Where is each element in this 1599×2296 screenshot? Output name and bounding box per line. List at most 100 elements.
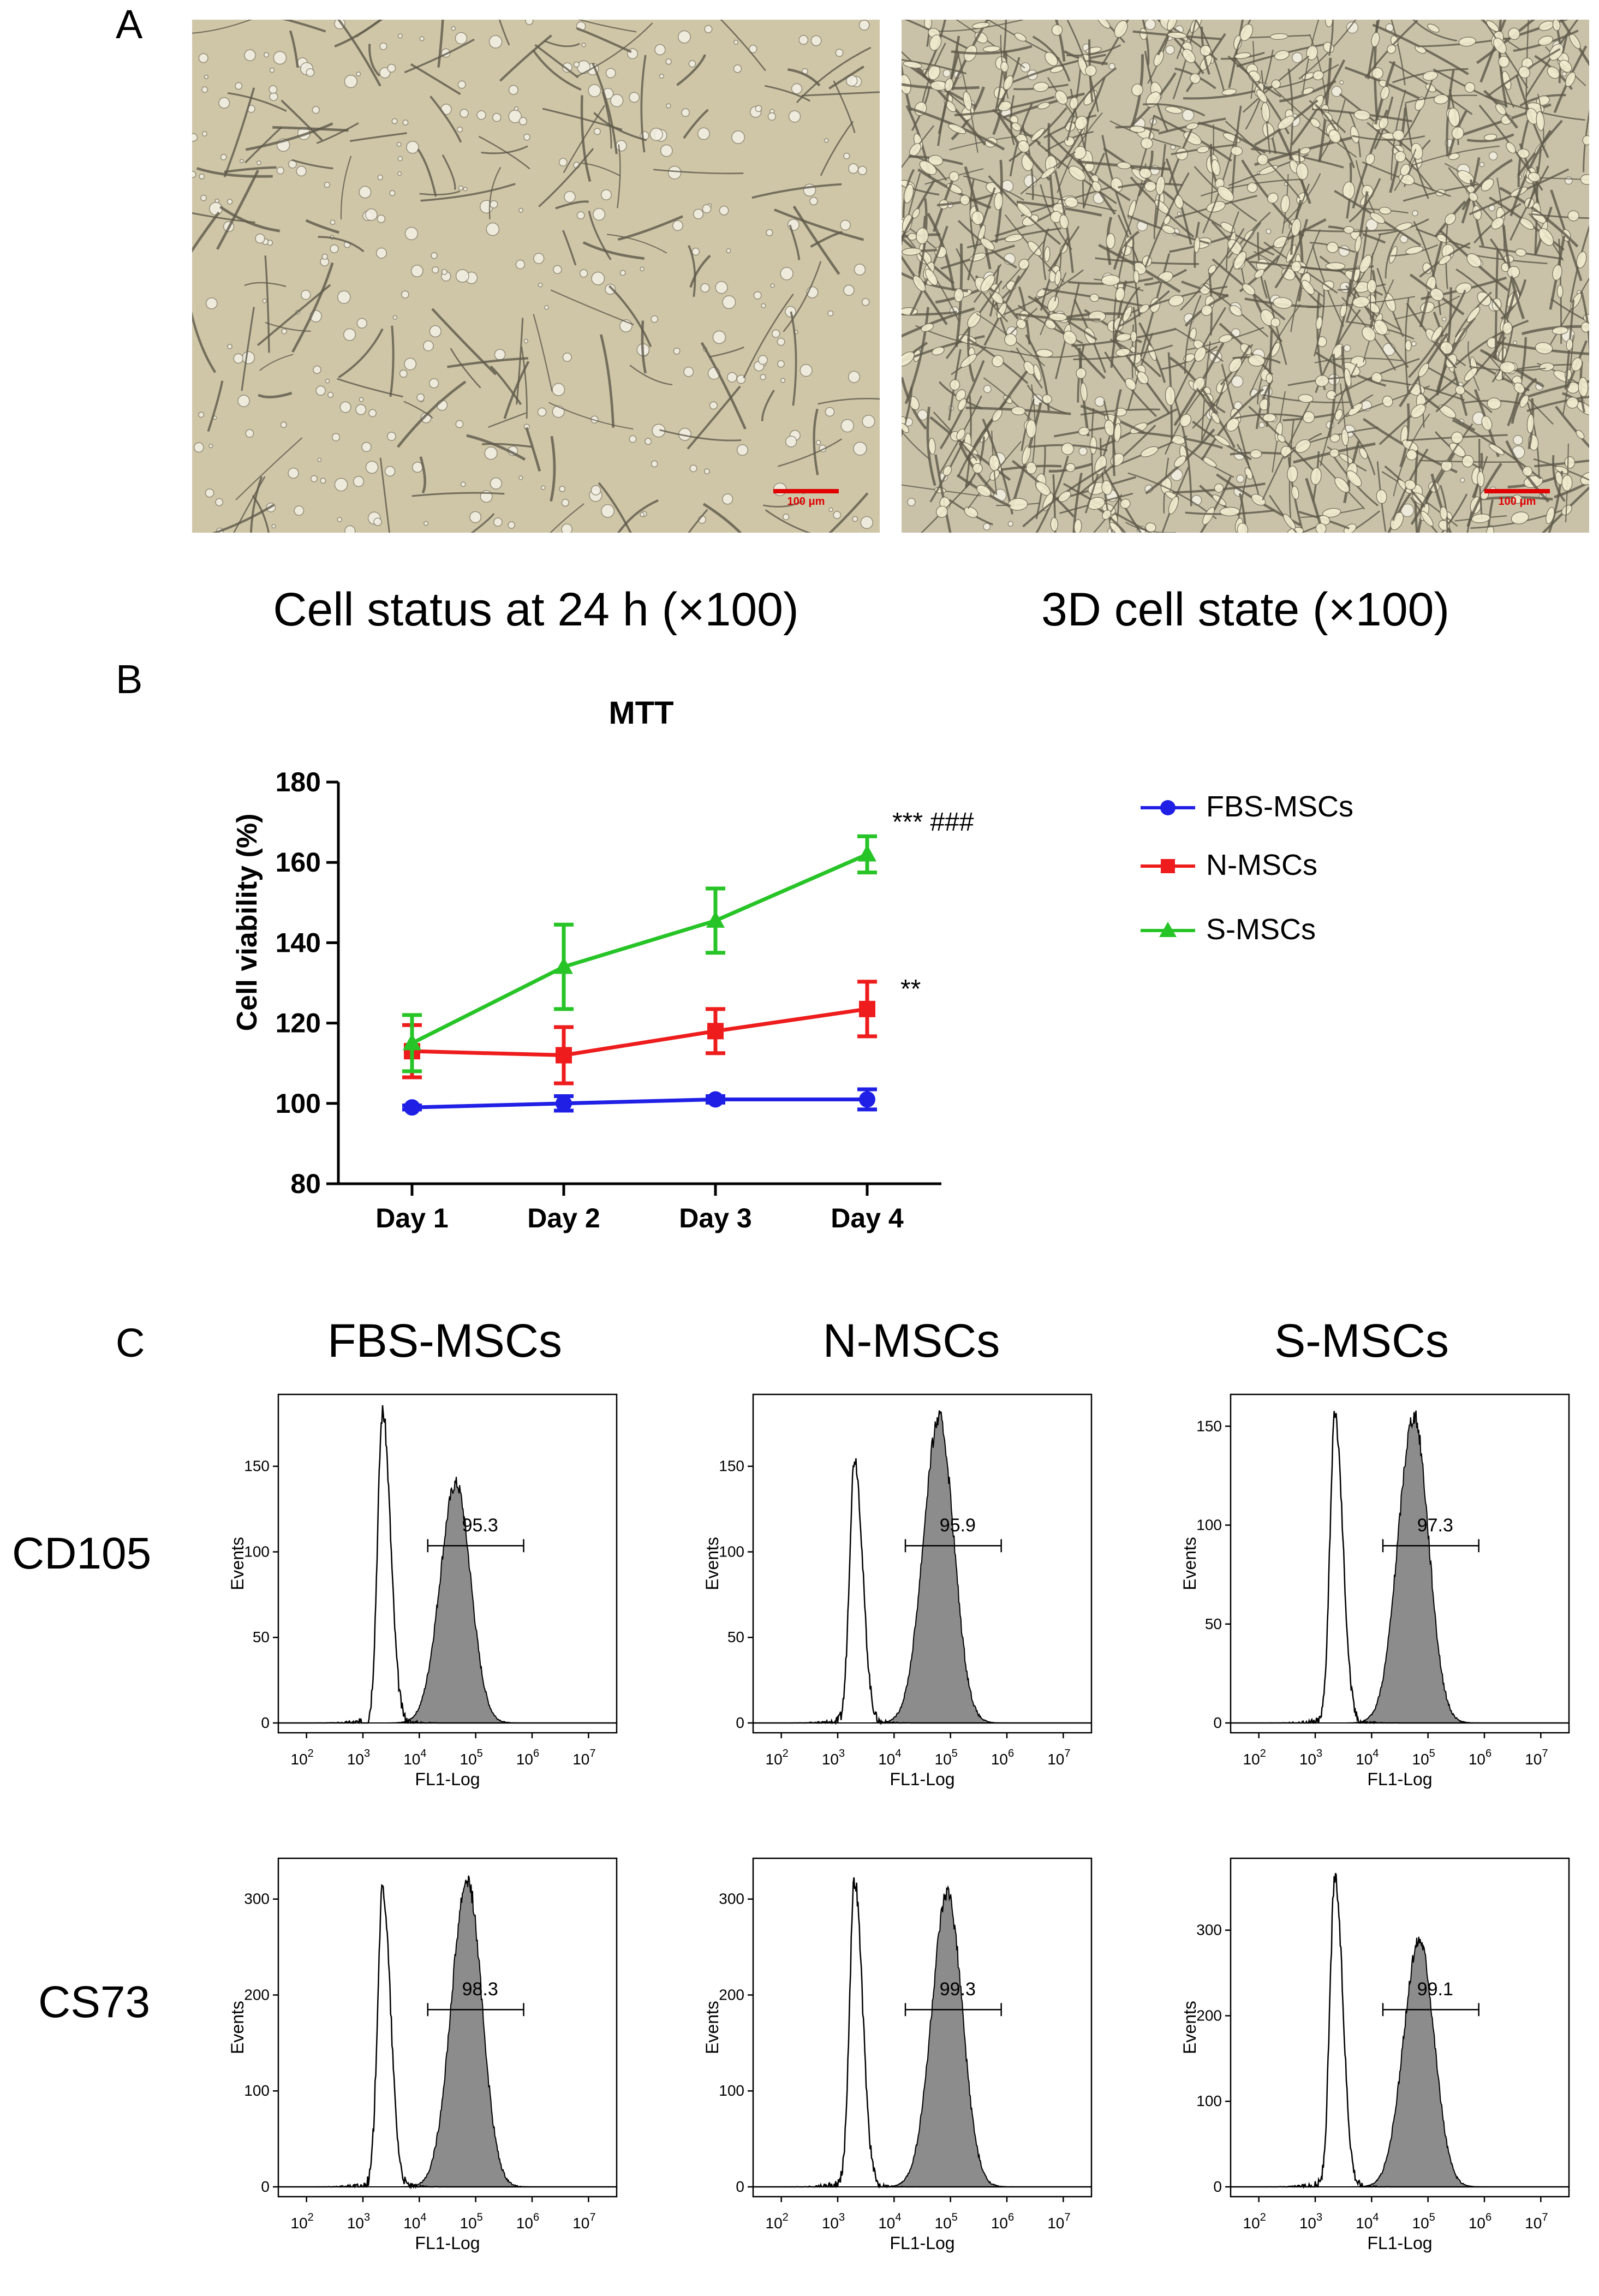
- y-tick-label: 50: [1205, 1615, 1222, 1632]
- series-line: [411, 852, 868, 1045]
- positive-percentage: 99.3: [940, 1979, 976, 2000]
- x-tick-label: 107: [1525, 2211, 1548, 2232]
- x-tick-label: 106: [516, 1748, 539, 1768]
- x-tick-label: 106: [1469, 2211, 1491, 2232]
- plot-frame: [752, 1393, 1093, 1734]
- y-tick-label: 0: [1213, 2178, 1222, 2195]
- x-axis-label: FL1-Log: [415, 1769, 480, 1789]
- stained-histogram: [753, 1885, 1091, 2188]
- x-tick-label: 103: [347, 2211, 370, 2232]
- x-tick-label: 105: [460, 1748, 483, 1768]
- y-tick-label: 140: [276, 927, 321, 958]
- data-point: [403, 1033, 421, 1051]
- flow-histogram: 0 100 200 300 Events 102 103 104 105 106 107 FL1-Lo…: [702, 1857, 1093, 2253]
- scale-bar-label: 100 μm: [787, 496, 825, 508]
- y-tick-label: 50: [253, 1629, 270, 1645]
- legend-label: S-MSCs: [1206, 913, 1316, 946]
- cell-texture: [902, 20, 1589, 533]
- y-tick-label: 80: [290, 1168, 321, 1199]
- plot-frame: [277, 1393, 618, 1734]
- chart-legend: FBS-MSCs N-MSCs S-MSCs: [1141, 790, 1353, 946]
- x-tick-label: 105: [1412, 1748, 1435, 1768]
- x-tick-label: 102: [1243, 1748, 1266, 1768]
- y-axis-label: Cell viability (%): [231, 814, 263, 1031]
- positive-percentage: 99.1: [1417, 1979, 1453, 2000]
- x-tick-label: 102: [291, 2211, 314, 2232]
- y-tick-label: 200: [719, 1986, 744, 2003]
- x-tick-label: 107: [1047, 2211, 1070, 2232]
- y-tick-label: 100: [244, 1543, 270, 1560]
- stained-histogram: [1231, 1410, 1569, 1724]
- flow-histogram: 0 50 100 150 Events 102 103 104 105 106 107 FL1-Log…: [702, 1393, 1093, 1789]
- flow-histogram: 0 100 200 300 Events 102 103 104 105 106 107 FL1-Lo…: [1180, 1857, 1570, 2253]
- data-point: [706, 910, 725, 928]
- x-tick-label: 106: [516, 2211, 539, 2232]
- y-tick-label: 0: [261, 2178, 270, 2195]
- x-tick-label: Day 4: [831, 1203, 904, 1233]
- x-tick-label: 102: [766, 2211, 789, 2232]
- y-tick-label: 0: [1213, 1714, 1222, 1731]
- legend-label: N-MSCs: [1206, 849, 1317, 881]
- x-tick-label: 107: [572, 2211, 595, 2232]
- column-title-fbs-mscs: FBS-MSCs: [327, 1315, 562, 1367]
- y-axis-label: Events: [702, 1537, 722, 1590]
- scale-bar: [1484, 489, 1550, 493]
- x-tick-label: 103: [822, 2211, 845, 2232]
- series-fbs-mscs: [402, 1087, 877, 1116]
- y-tick-label: 100: [276, 1088, 321, 1119]
- series-n-mscs: [402, 980, 877, 1086]
- y-tick-label: 200: [1196, 2007, 1222, 2024]
- mtt-line-chart: MTT Cell viability (%) 80 100 120 140 160 180…: [231, 695, 974, 1233]
- chart-title: MTT: [608, 695, 673, 731]
- y-tick-label: 100: [1196, 1517, 1222, 1534]
- x-tick-label: 106: [991, 2211, 1014, 2232]
- cell-texture: [192, 20, 880, 533]
- x-tick-label: 103: [822, 1748, 845, 1768]
- y-tick-label: 180: [276, 767, 321, 797]
- scale-bar-label: 100 μm: [1498, 496, 1536, 508]
- x-axis-label: FL1-Log: [415, 2233, 480, 2253]
- y-tick-label: 0: [736, 2178, 744, 2195]
- plot-frame: [752, 1857, 1093, 2198]
- x-tick-label: 105: [935, 1748, 958, 1768]
- y-tick-label: 150: [244, 1458, 270, 1475]
- row-title-cd105: CD105: [12, 1529, 152, 1578]
- positive-percentage: 95.9: [940, 1515, 976, 1536]
- x-tick-label: 105: [460, 2211, 483, 2232]
- x-tick-label: 107: [1525, 1748, 1548, 1768]
- x-tick-label: 103: [347, 1748, 370, 1768]
- legend-item-n-mscs: N-MSCs: [1141, 849, 1317, 881]
- x-tick-label: 105: [935, 2211, 958, 2232]
- series-line: [411, 1007, 868, 1057]
- stained-histogram: [1231, 1936, 1569, 2187]
- x-tick-label: 104: [878, 1748, 901, 1768]
- caption-24h: Cell status at 24 h (×100): [273, 583, 799, 636]
- y-axis-label: Events: [1180, 2001, 1200, 2054]
- x-axis-label: FL1-Log: [890, 1769, 954, 1789]
- x-tick-label: 104: [1356, 2211, 1379, 2232]
- positive-percentage: 97.3: [1417, 1515, 1453, 1536]
- y-tick-label: 150: [719, 1458, 744, 1475]
- y-axis-label: Events: [228, 2001, 247, 2054]
- y-tick-label: 300: [1196, 1922, 1222, 1939]
- panel-c-letter: C: [116, 1320, 145, 1365]
- legend-item-s-mscs: S-MSCs: [1141, 913, 1316, 946]
- series-line: [411, 1097, 867, 1110]
- legend-marker-triangle: [1159, 922, 1177, 937]
- x-tick-label: 102: [1243, 2211, 1266, 2232]
- row-title-cs73: CS73: [38, 1977, 151, 2027]
- series-s-mscs: [402, 834, 877, 1074]
- stained-histogram: [753, 1410, 1091, 1724]
- flow-histogram: 0 50 100 150 Events 102 103 104 105 106 107 FL1-Log…: [228, 1393, 618, 1789]
- y-tick-label: 150: [1196, 1417, 1222, 1434]
- micrograph-background: [192, 20, 880, 533]
- y-tick-label: 160: [276, 847, 321, 878]
- x-tick-label: 106: [1469, 1748, 1491, 1768]
- data-point: [858, 844, 876, 862]
- x-axis-label: FL1-Log: [890, 2233, 954, 2253]
- legend-item-fbs-mscs: FBS-MSCs: [1141, 790, 1353, 823]
- y-tick-label: 100: [244, 2082, 270, 2099]
- positive-percentage: 95.3: [462, 1515, 498, 1536]
- x-tick-label: 107: [572, 1748, 595, 1768]
- x-axis-label: FL1-Log: [1367, 1769, 1432, 1789]
